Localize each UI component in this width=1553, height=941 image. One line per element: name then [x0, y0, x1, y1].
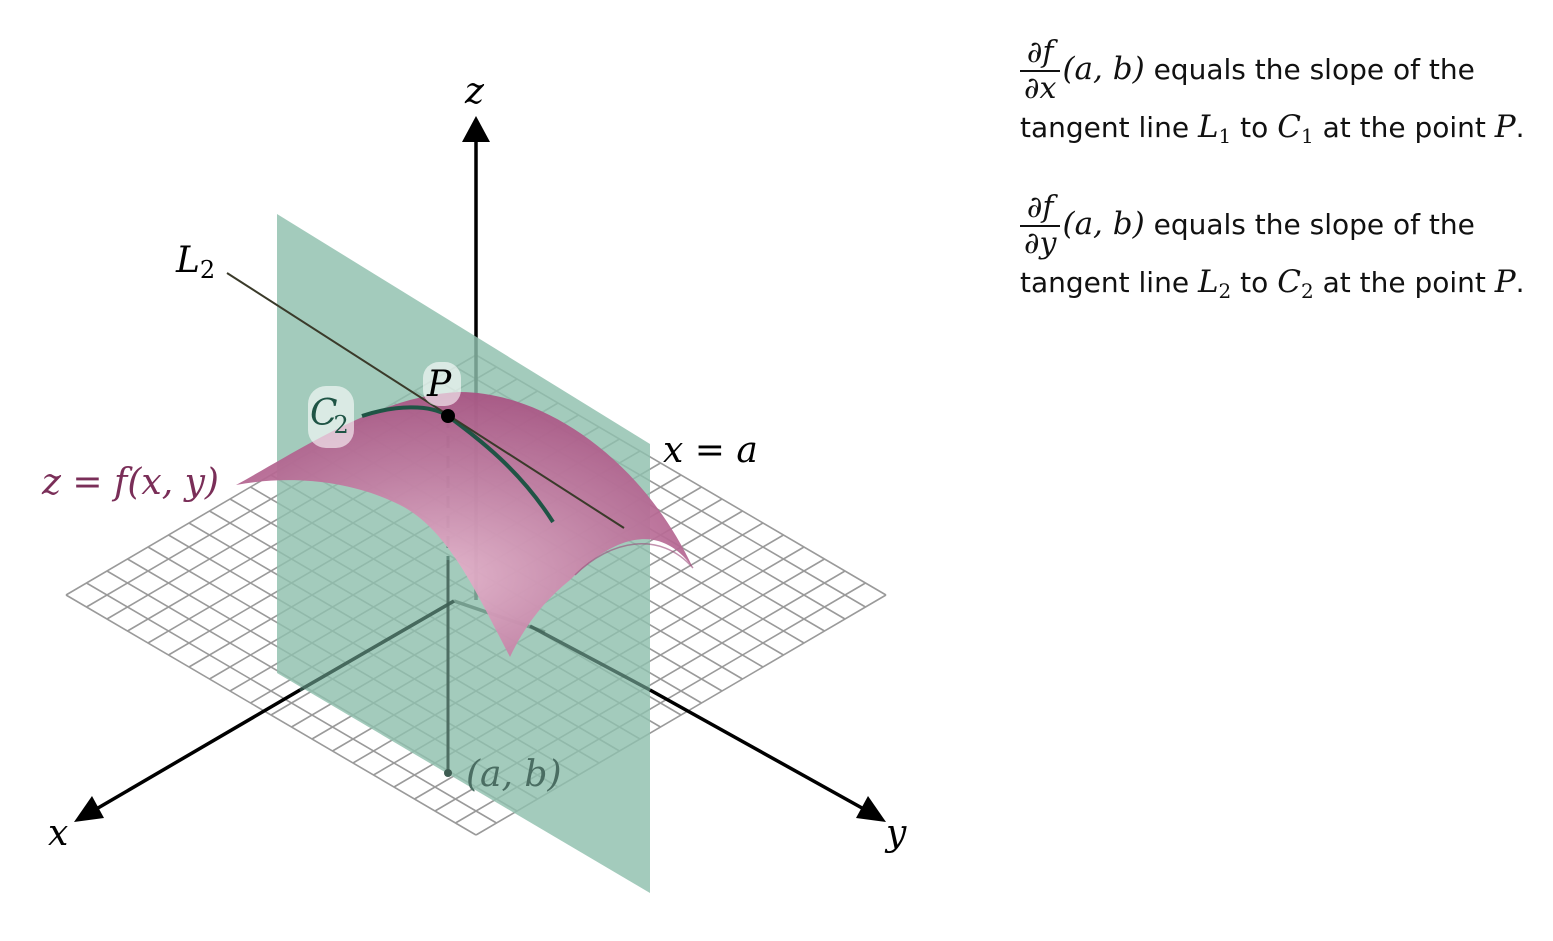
- curve-symbol-sub: 1: [1300, 124, 1314, 148]
- x-axis-arrowhead: [74, 796, 104, 822]
- c2-label-bg: [308, 386, 354, 448]
- partial-derivative-diagram: z x y L2 P C2 x = a z = f(x, y) (a, b): [41, 71, 907, 893]
- l2-label-main: L: [175, 240, 200, 281]
- fraction-denominator: ∂y: [1024, 226, 1057, 261]
- function-args: (a, b): [1062, 206, 1145, 242]
- plane-label: x = a: [663, 430, 758, 471]
- axis-through-plane-x: [299, 599, 455, 692]
- point-p: [441, 409, 455, 423]
- y-axis-label: y: [884, 813, 907, 854]
- caption-text: to: [1231, 266, 1278, 299]
- caption-paragraph-1: ∂f ∂x (a, b) equals the slope of the tange…: [1020, 36, 1550, 157]
- z-axis-arrowhead: [462, 116, 490, 142]
- c2-label: C2: [310, 393, 349, 439]
- axis-through-plane-y: [529, 624, 651, 692]
- caption: ∂f ∂x (a, b) equals the slope of the tange…: [1020, 36, 1550, 312]
- grid-line: [65, 594, 477, 836]
- surface-edge-highlight: [574, 543, 694, 576]
- p-label: P: [426, 364, 452, 405]
- caption-text: .: [1515, 266, 1525, 299]
- fraction-numerator: ∂f: [1020, 36, 1061, 72]
- line-symbol-sub: 1: [1218, 124, 1232, 148]
- line-symbol: L2: [1197, 264, 1232, 303]
- x-axis-label: x: [48, 813, 68, 854]
- point-a-b: [444, 769, 452, 777]
- surface-label: z = f(x, y): [41, 462, 219, 503]
- fraction-numerator: ∂f: [1020, 191, 1061, 227]
- line-symbol-main: L: [1197, 264, 1219, 300]
- fraction-denominator: ∂x: [1024, 71, 1057, 106]
- y-axis: [649, 688, 863, 810]
- caption-text: to: [1231, 111, 1278, 144]
- x-axis: [97, 688, 301, 810]
- z-axis-label: z: [464, 71, 485, 112]
- line-symbol-sub: 2: [1218, 279, 1232, 303]
- line-symbol: L1: [1197, 109, 1232, 148]
- tangent-line-l2: [226, 272, 625, 529]
- curve-symbol: C2: [1277, 264, 1314, 303]
- partial-x-fraction: ∂f ∂x: [1020, 36, 1061, 106]
- caption-text: .: [1515, 111, 1525, 144]
- c2-label-main: C: [310, 393, 338, 434]
- caption-text: at the point: [1313, 266, 1495, 299]
- curve-symbol-sub: 2: [1300, 279, 1314, 303]
- l2-label: L2: [175, 240, 215, 284]
- grid-line: [86, 582, 497, 824]
- line-symbol-main: L: [1197, 109, 1219, 145]
- function-args: (a, b): [1062, 51, 1145, 87]
- caption-text: equals the slope of the tangent line: [1020, 53, 1475, 144]
- point-symbol: P: [1494, 264, 1516, 300]
- surface-z-equals-f: [236, 392, 693, 657]
- point-symbol: P: [1494, 109, 1516, 145]
- caption-paragraph-2: ∂f ∂y (a, b) equals the slope of the tange…: [1020, 191, 1550, 312]
- caption-text: at the point: [1313, 111, 1495, 144]
- base-point-label: (a, b): [466, 754, 561, 795]
- curve-symbol: C1: [1277, 109, 1314, 148]
- curve-symbol-main: C: [1277, 264, 1301, 300]
- l2-label-sub: 2: [200, 256, 215, 284]
- curve-symbol-main: C: [1277, 109, 1301, 145]
- c2-label-sub: 2: [334, 411, 349, 439]
- partial-y-fraction: ∂f ∂y: [1020, 191, 1061, 261]
- y-axis-arrowhead: [856, 796, 886, 822]
- caption-text: equals the slope of the tangent line: [1020, 208, 1475, 299]
- p-label-bg: [423, 362, 461, 406]
